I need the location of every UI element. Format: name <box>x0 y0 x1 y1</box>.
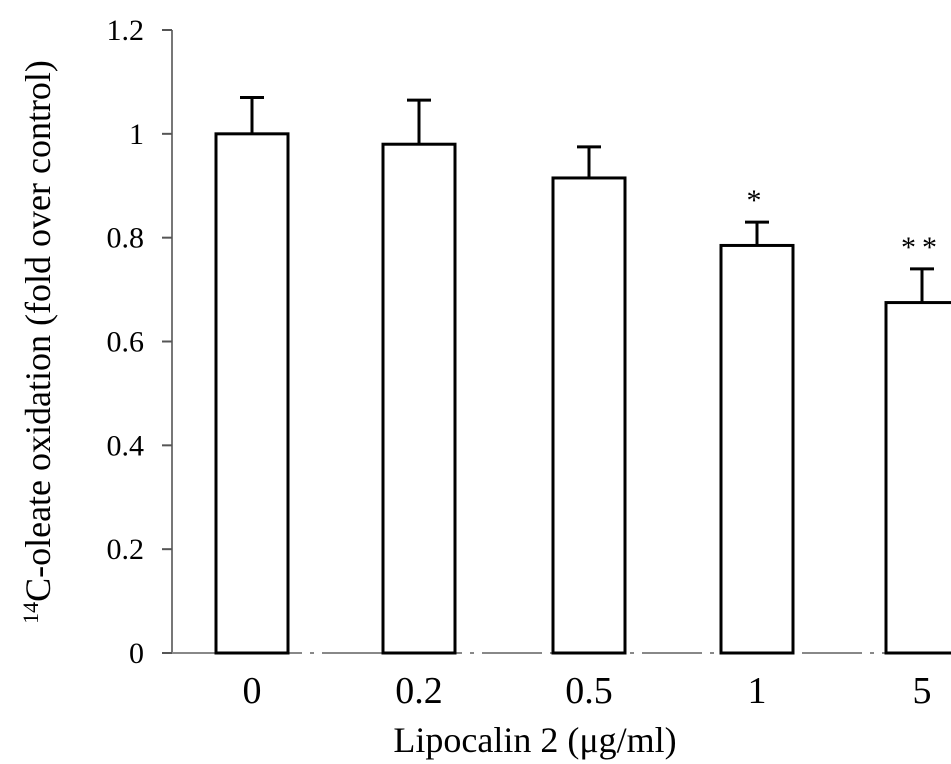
y-tick-label: 0.6 <box>107 326 145 359</box>
x-axis-label: Lipocalin 2 (μg/ml) <box>393 720 676 760</box>
bar <box>216 134 288 653</box>
y-tick-label: 0.2 <box>107 533 145 566</box>
x-tick-label: 5 <box>913 670 932 712</box>
x-tick-label: 1 <box>748 670 767 712</box>
bar <box>383 144 455 653</box>
y-tick-label: 1.2 <box>107 14 145 47</box>
y-axis-label-main: C-oleate oxidation (fold over control) <box>18 60 58 602</box>
x-tick-label: 0 <box>243 670 262 712</box>
significance-annotation: ** <box>901 231 943 264</box>
bar <box>886 303 951 653</box>
y-axis-label-superscript: 14 <box>18 602 43 624</box>
x-tick-label: 0.2 <box>395 670 443 712</box>
x-tick-label: 0.5 <box>565 670 613 712</box>
y-axis-label: 14C-oleate oxidation (fold over control) <box>18 60 59 624</box>
y-tick-label: 1 <box>129 118 144 151</box>
y-tick-label: 0 <box>129 637 144 670</box>
y-tick-label: 0.4 <box>107 429 145 462</box>
bar <box>721 245 793 653</box>
significance-annotation: * <box>747 184 768 217</box>
bar <box>553 178 625 653</box>
bars: *** <box>216 97 951 653</box>
y-tick-label: 0.8 <box>107 222 145 255</box>
